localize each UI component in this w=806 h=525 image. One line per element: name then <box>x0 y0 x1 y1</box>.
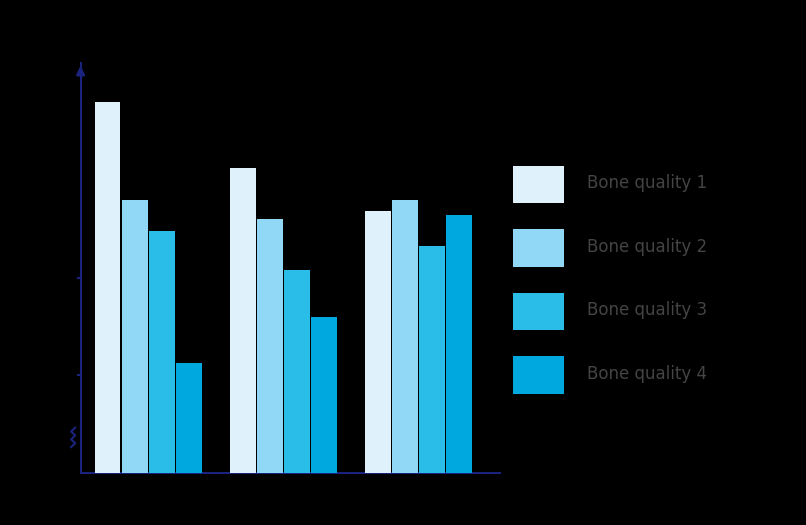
Bar <box>284 270 310 472</box>
Bar <box>311 317 337 472</box>
Text: Bone quality 3: Bone quality 3 <box>587 301 707 319</box>
Bar <box>230 169 256 472</box>
FancyBboxPatch shape <box>513 293 564 331</box>
Bar <box>365 211 391 472</box>
Text: Bone quality 2: Bone quality 2 <box>587 238 707 256</box>
Text: Bone quality 1: Bone quality 1 <box>587 174 707 192</box>
FancyBboxPatch shape <box>513 166 564 203</box>
Bar <box>393 200 418 472</box>
Bar <box>176 363 202 472</box>
Bar <box>149 230 175 472</box>
Bar <box>95 102 120 472</box>
Bar <box>419 246 445 472</box>
FancyBboxPatch shape <box>513 229 564 267</box>
Bar <box>257 219 283 472</box>
Bar <box>447 215 472 472</box>
Bar <box>122 200 147 472</box>
Text: Bone quality 4: Bone quality 4 <box>587 365 707 383</box>
FancyBboxPatch shape <box>513 356 564 394</box>
